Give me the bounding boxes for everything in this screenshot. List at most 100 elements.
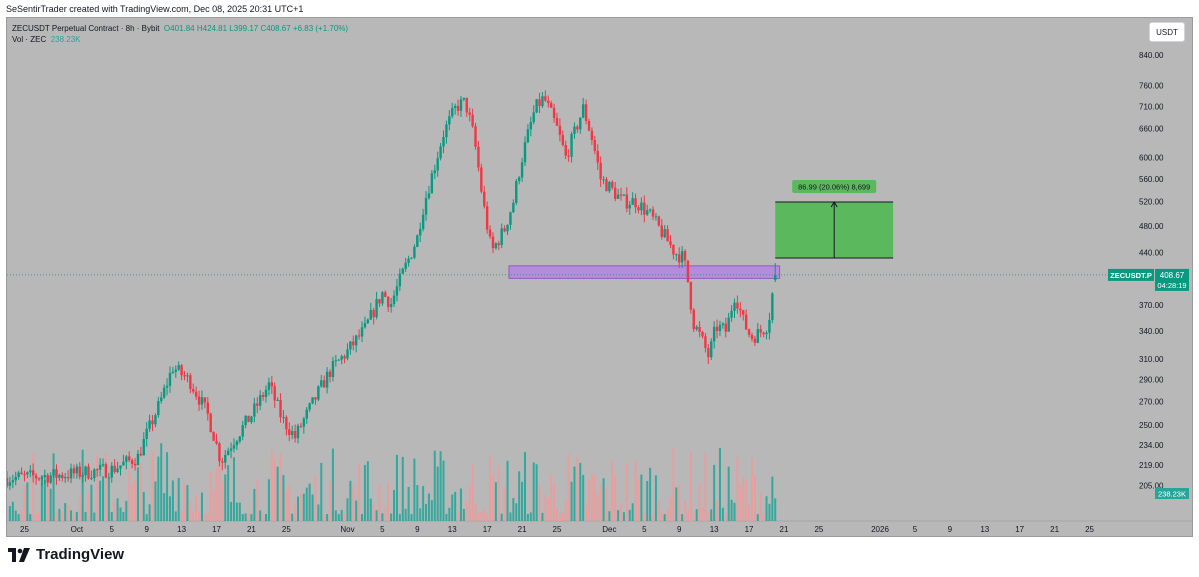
volume-bar (710, 509, 713, 521)
volume-bar (422, 485, 425, 521)
volume-bar (544, 494, 547, 521)
candle-body (215, 440, 218, 444)
volume-bar (26, 482, 29, 521)
volume-bar (529, 512, 532, 521)
candle-body (369, 309, 372, 320)
volume-bar (43, 479, 46, 521)
time-tick-label: 13 (710, 525, 719, 534)
volume-bar (491, 475, 494, 521)
candle-body (686, 260, 690, 282)
candle-body (360, 327, 364, 337)
volume-bar (317, 504, 320, 521)
volume-bar (177, 477, 180, 521)
currency-button[interactable]: USDT (1149, 22, 1185, 42)
candle-body (404, 262, 407, 269)
volume-bar (122, 512, 125, 521)
candle-body (189, 375, 192, 389)
time-tick-label: 25 (20, 525, 29, 534)
volume-bar (494, 482, 497, 521)
candle-body (587, 121, 591, 131)
volume-bar (652, 514, 655, 521)
candle-body (14, 476, 17, 481)
volume-bar (224, 474, 227, 521)
volume-bar (148, 504, 151, 521)
volume-bar (590, 473, 593, 521)
candle-body (148, 420, 151, 429)
time-tick-label: Oct (71, 525, 84, 534)
price-tick-label: 310.00 (1139, 355, 1164, 364)
candle-body (264, 389, 268, 397)
candle-body (340, 356, 343, 360)
candle-body (165, 385, 169, 388)
chart-frame[interactable]: 840.00 760.00 710.00 660.00 600.00 560.00 520.… (6, 17, 1193, 537)
candle-body (561, 134, 565, 145)
candle-body (107, 477, 111, 479)
volume-bar (413, 458, 416, 521)
candle-body (302, 418, 306, 427)
volume-bar (241, 514, 244, 521)
candle-body (529, 122, 533, 130)
candle-body (666, 229, 669, 242)
volume-bar (654, 475, 657, 521)
volume-bar (573, 466, 576, 521)
volume-bar (134, 480, 137, 521)
candle-body (296, 425, 300, 439)
candle-body (448, 116, 451, 125)
volume-bar (99, 480, 102, 521)
volume-bar (556, 508, 558, 521)
candle-body (416, 235, 419, 247)
price-tick-label: 234.00 (1139, 441, 1164, 450)
volume-bar (515, 503, 518, 521)
volume-bar (716, 500, 719, 521)
candle-body (96, 469, 99, 471)
volume-bar (465, 501, 468, 521)
volume-bar (657, 501, 660, 521)
volume-bar (489, 455, 492, 521)
candle-body (270, 382, 274, 387)
candle-body (753, 338, 757, 343)
volume-bar (471, 464, 474, 521)
candle-body (733, 302, 736, 311)
volume-bar (253, 488, 256, 521)
volume-bar (756, 514, 759, 521)
candle-body (474, 126, 477, 147)
volume-bar (561, 513, 564, 521)
bar-countdown: 04:28:19 (1157, 281, 1186, 290)
candle-body (224, 455, 227, 463)
candle-body (343, 356, 346, 359)
volume-bar (78, 493, 81, 521)
volume-bar (375, 510, 378, 521)
candle-body (739, 308, 742, 311)
time-tick-label: 17 (1015, 525, 1024, 534)
candle-body (506, 224, 509, 232)
volume-bar (611, 459, 614, 521)
volume-bar (340, 509, 343, 521)
volume-bar (230, 501, 233, 521)
volume-bar (585, 504, 588, 521)
candle-body (515, 180, 518, 203)
volume-bar (189, 501, 192, 521)
candle-body (750, 334, 754, 339)
volume-bar (512, 498, 515, 521)
time-tick-label: 13 (177, 525, 186, 534)
candle-body (500, 228, 503, 246)
candle-body (273, 386, 276, 401)
volume-bar (288, 485, 291, 521)
volume-bar (462, 508, 465, 521)
volume-bar (372, 504, 375, 521)
candle-body (427, 193, 431, 199)
volume-bar (526, 514, 529, 521)
candle-body (357, 335, 361, 337)
candle-body (171, 371, 175, 373)
symbol-info: ZECUSDT Perpetual Contract · 8h · Bybit (12, 24, 160, 33)
candle-body (605, 179, 608, 192)
volume-bar (369, 498, 372, 521)
volume-bar (163, 493, 166, 521)
volume-bar (119, 507, 122, 521)
candle-body (64, 477, 67, 479)
volume-bar (620, 502, 623, 521)
candle-body (759, 329, 762, 333)
candle-body (288, 429, 291, 436)
price-chart[interactable]: 840.00 760.00 710.00 660.00 600.00 560.00 520.… (7, 18, 1193, 537)
candle-body (212, 431, 215, 441)
